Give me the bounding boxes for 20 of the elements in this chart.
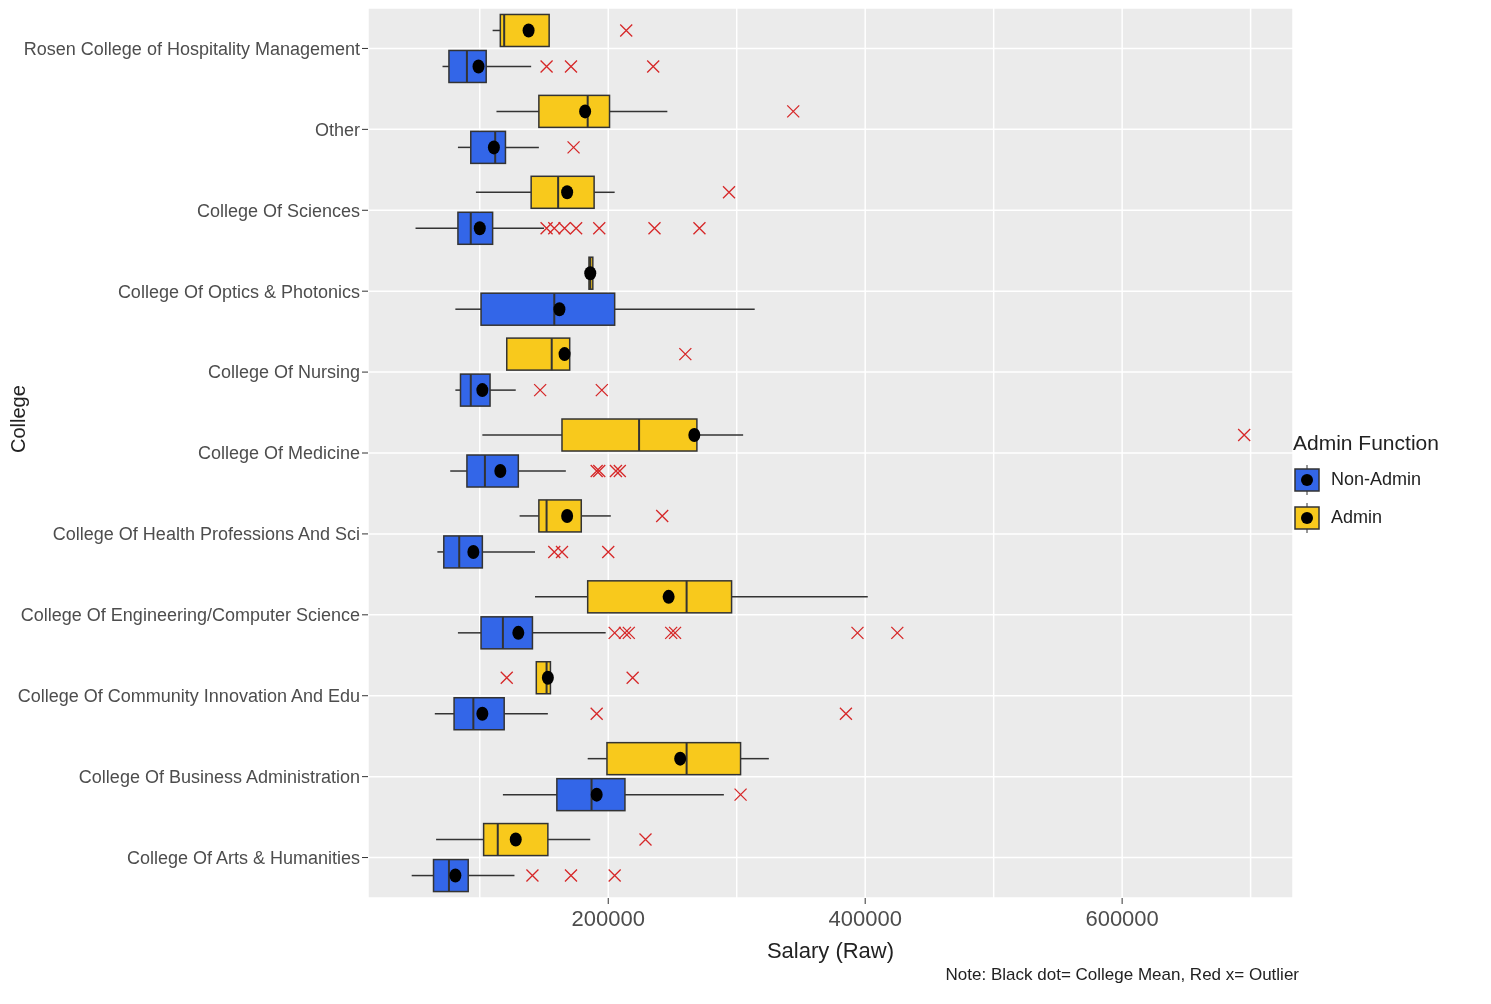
x-tick-label: 400000 (828, 906, 902, 931)
y-axis-title: College (7, 385, 30, 453)
text: Note: Black dot= College Mean, Red x= Outlier (944, 965, 1299, 985)
legend-title: Admin Function (1293, 430, 1440, 455)
y-tick-label: College Of Engineering/Computer Science (20, 605, 360, 626)
y-tick-label: College Of Nursing (207, 362, 360, 383)
y-tick-label: Rosen College of Hospitality Management (23, 38, 360, 59)
y-tick-label: College Of Arts & Humanities (126, 847, 360, 868)
y-tick-label: College Of Optics & Photonics (117, 281, 360, 302)
y-tick-label: College Of Community Innovation And Edu (17, 686, 360, 707)
x-tick-label: 200000 (571, 906, 645, 931)
legend-label: Non-Admin (1331, 469, 1422, 490)
x-axis-title: Salary (Raw) (766, 938, 895, 963)
y-tick-label: Other (314, 119, 360, 140)
y-tick-label: College Of Medicine (197, 443, 360, 464)
y-tick-label: College Of Business Administration (78, 767, 360, 788)
x-tick-label: 600000 (1085, 906, 1159, 931)
y-tick-label: College Of Health Professions And Sci (52, 524, 360, 545)
y-tick-label: College Of Sciences (196, 200, 360, 221)
legend-label: Admin (1331, 507, 1383, 528)
